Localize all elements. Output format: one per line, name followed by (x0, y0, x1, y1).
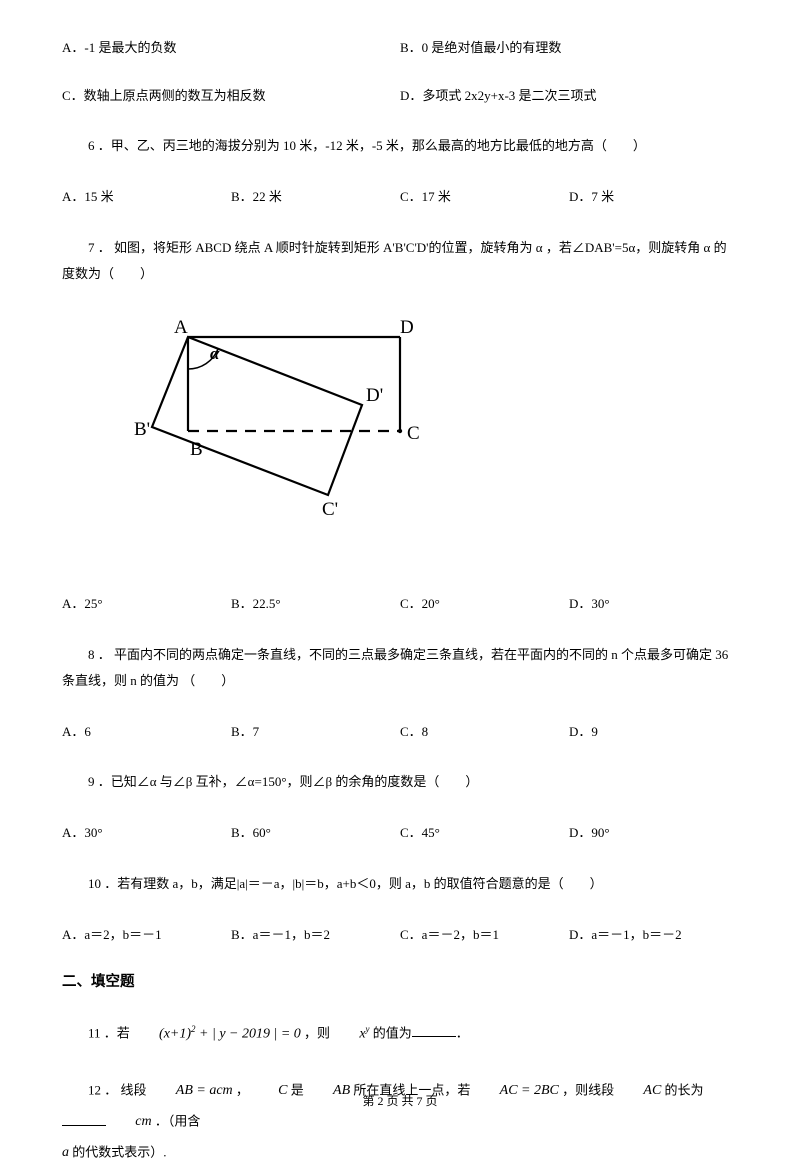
q9-text: 9 ．已知∠α 与∠β 互补，∠α=150°，则∠β 的余角的度数是（ ） (62, 769, 738, 795)
q10-options: A．a＝2，b＝－1 B．a＝－1，b＝2 C．a＝－2，b＝1 D．a＝－1，… (62, 925, 738, 945)
q6-a: A．15 米 (62, 187, 231, 207)
q12-blank (62, 1113, 106, 1126)
svg-text:D': D' (366, 385, 383, 406)
svg-text:C': C' (322, 499, 338, 520)
q12-cm: cm (109, 1107, 151, 1138)
opt-d: D．多项式 2x2y+x-3 是二次三项式 (400, 86, 738, 106)
q8-a: A．6 (62, 722, 231, 742)
q11-expr: (x+1)2 + | y − 2019 | = 0 (133, 1020, 301, 1049)
q8-options: A．6 B．7 C．8 D．9 (62, 722, 738, 742)
q9-a: A．30° (62, 823, 231, 843)
q8-c: C．8 (400, 722, 569, 742)
q8-d: D．9 (569, 722, 738, 742)
opt-a: A．-1 是最大的负数 (62, 38, 400, 58)
q11-mid: ，则 (304, 1025, 330, 1040)
q7-diagram: A D C B B' C' D' α (100, 315, 738, 571)
q11-suffix: 的值为 (373, 1025, 412, 1040)
svg-text:B: B (190, 439, 203, 460)
q11-expr2: xy (333, 1020, 369, 1049)
q6-d: D．7 米 (569, 187, 738, 207)
q12-a: a (62, 1138, 69, 1169)
q10-c: C．a＝－2，b＝1 (400, 925, 569, 945)
q11-prefix: 11 ．若 (88, 1025, 130, 1040)
q9-d: D．90° (569, 823, 738, 843)
q12: 12 ． 线段 AB = acm ， C 是 AB 所在直线上一点，若 AC =… (62, 1076, 738, 1168)
q10-b: B．a＝－1，b＝2 (231, 925, 400, 945)
q10-a: A．a＝2，b＝－1 (62, 925, 231, 945)
q6-b: B．22 米 (231, 187, 400, 207)
q8-text: 8 ． 平面内不同的两点确定一条直线，不同的三点最多确定三条直线，若在平面内的不… (62, 642, 738, 694)
q5-options-row2: C．数轴上原点两侧的数互为相反数 D．多项式 2x2y+x-3 是二次三项式 (62, 86, 738, 106)
svg-text:B': B' (134, 419, 150, 440)
q7-a: A．25° (62, 594, 231, 614)
section-2-title: 二、填空题 (62, 972, 738, 994)
q10-text: 10 ．若有理数 a，b，满足|a|＝－a，|b|＝b，a+b＜0，则 a，b … (62, 871, 738, 897)
svg-text:D: D (400, 317, 414, 338)
svg-text:α: α (210, 344, 220, 363)
q8-b: B．7 (231, 722, 400, 742)
q10-d: D．a＝－1，b＝－2 (569, 925, 738, 945)
page-footer: 第 2 页 共 7 页 (0, 1092, 800, 1110)
q9-c: C．45° (400, 823, 569, 843)
q7-b: B．22.5° (231, 594, 400, 614)
q11: 11 ．若 (x+1)2 + | y − 2019 | = 0 ，则 xy 的值… (62, 1020, 738, 1049)
q11-blank (412, 1024, 456, 1037)
q7-d: D．30° (569, 594, 738, 614)
q9-options: A．30° B．60° C．45° D．90° (62, 823, 738, 843)
q6-c: C．17 米 (400, 187, 569, 207)
q6-text: 6 ．甲、乙、丙三地的海拔分别为 10 米，-12 米，-5 米，那么最高的地方… (62, 133, 738, 159)
svg-text:A: A (174, 317, 188, 338)
opt-b: B．0 是绝对值最小的有理数 (400, 38, 738, 58)
q7-text: 7 ． 如图，将矩形 ABCD 绕点 A 顺时针旋转到矩形 A'B'C'D'的位… (62, 235, 738, 287)
q9-b: B．60° (231, 823, 400, 843)
svg-text:C: C (407, 423, 420, 444)
opt-c: C．数轴上原点两侧的数互为相反数 (62, 86, 400, 106)
q7-c: C．20° (400, 594, 569, 614)
q6-options: A．15 米 B．22 米 C．17 米 D．7 米 (62, 187, 738, 207)
q7-options: A．25° B．22.5° C．20° D．30° (62, 594, 738, 614)
q5-options: A．-1 是最大的负数 B．0 是绝对值最小的有理数 (62, 38, 738, 58)
